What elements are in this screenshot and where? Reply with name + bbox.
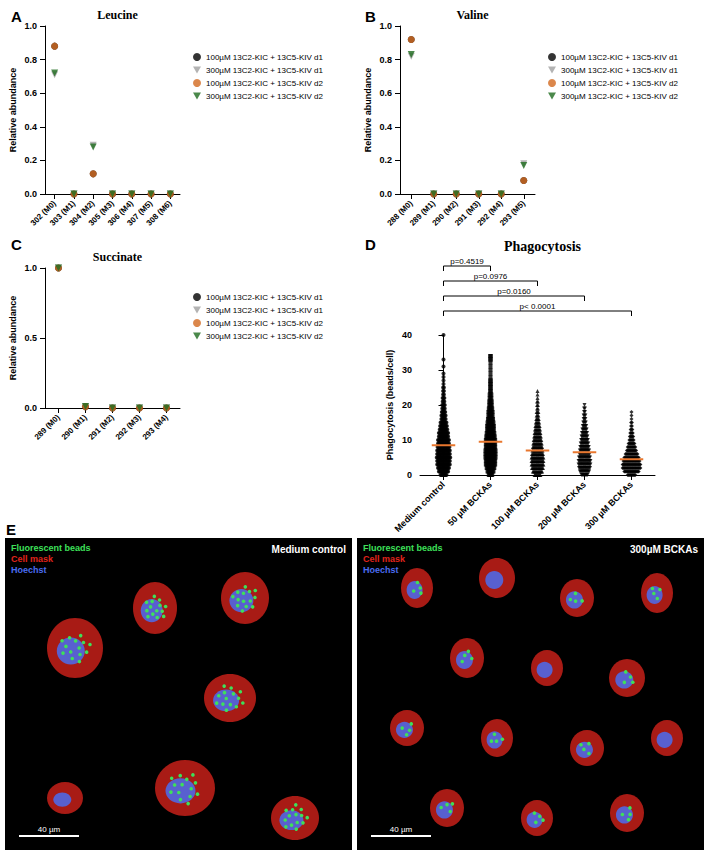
svg-text:40: 40 xyxy=(402,330,412,340)
svg-text:288 (M0): 288 (M0) xyxy=(385,198,415,228)
svg-text:300 µM BCKAs: 300 µM BCKAs xyxy=(583,479,635,531)
svg-text:0.0: 0.0 xyxy=(24,189,37,199)
svg-text:Cell mask: Cell mask xyxy=(11,554,54,564)
svg-text:300µM BCKAs: 300µM BCKAs xyxy=(630,544,698,555)
svg-text:200 µM BCKAs: 200 µM BCKAs xyxy=(536,479,588,531)
svg-text:50 µM BCKAs: 50 µM BCKAs xyxy=(446,479,495,528)
svg-text:300µM 13C2-KIC + 13C5-KIV d2: 300µM 13C2-KIC + 13C5-KIV d2 xyxy=(206,332,323,341)
svg-text:300µM 13C2-KIC + 13C5-KIV d2: 300µM 13C2-KIC + 13C5-KIV d2 xyxy=(206,92,323,101)
svg-text:A: A xyxy=(11,8,22,25)
svg-text:0.4: 0.4 xyxy=(379,122,392,132)
svg-text:Relative abundance: Relative abundance xyxy=(363,68,373,153)
svg-text:290 (M1): 290 (M1) xyxy=(60,413,89,442)
svg-text:E: E xyxy=(6,521,16,538)
svg-text:Medium control: Medium control xyxy=(393,479,447,533)
svg-text:Phagocytosis (beads/cell): Phagocytosis (beads/cell) xyxy=(385,350,395,461)
svg-text:10: 10 xyxy=(402,435,412,445)
svg-text:p=0.0976: p=0.0976 xyxy=(474,272,508,281)
svg-text:0.4: 0.4 xyxy=(24,122,37,132)
svg-text:0.5: 0.5 xyxy=(24,333,37,343)
svg-text:305 (M3): 305 (M3) xyxy=(86,198,116,228)
svg-text:C: C xyxy=(11,236,22,253)
svg-text:289 (M1): 289 (M1) xyxy=(408,198,437,228)
svg-text:302 (M0): 302 (M0) xyxy=(28,198,58,228)
svg-text:308 (M6): 308 (M6) xyxy=(145,199,174,228)
svg-text:100µM 13C2-KIC + 13C5-KIV d2: 100µM 13C2-KIC + 13C5-KIV d2 xyxy=(206,79,323,88)
svg-text:1.0: 1.0 xyxy=(24,21,37,31)
svg-text:20: 20 xyxy=(402,400,412,410)
svg-text:293 (M4): 293 (M4) xyxy=(141,413,170,442)
svg-text:300µM 13C2-KIC + 13C5-KIV d1: 300µM 13C2-KIC + 13C5-KIV d1 xyxy=(561,66,678,75)
svg-text:Leucine: Leucine xyxy=(97,8,138,22)
svg-text:B: B xyxy=(365,8,376,25)
svg-text:40 µm: 40 µm xyxy=(390,825,413,834)
svg-text:290 (M2): 290 (M2) xyxy=(430,198,460,228)
svg-text:1.0: 1.0 xyxy=(379,21,392,31)
svg-text:292 (M3): 292 (M3) xyxy=(114,413,143,442)
svg-text:0.0: 0.0 xyxy=(24,403,37,413)
svg-text:Hoechst: Hoechst xyxy=(363,565,399,575)
svg-text:300µM 13C2-KIC + 13C5-KIV d2: 300µM 13C2-KIC + 13C5-KIV d2 xyxy=(561,92,678,101)
svg-text:0.8: 0.8 xyxy=(24,55,37,65)
svg-text:100 µM BCKAs: 100 µM BCKAs xyxy=(489,479,541,531)
svg-text:Phagocytosis: Phagocytosis xyxy=(504,239,582,254)
svg-text:0.6: 0.6 xyxy=(379,88,392,98)
svg-text:0.8: 0.8 xyxy=(379,55,392,65)
svg-text:30: 30 xyxy=(402,365,412,375)
svg-text:292 (M4): 292 (M4) xyxy=(475,198,505,228)
svg-text:40 µm: 40 µm xyxy=(38,825,61,834)
svg-text:Hoechst: Hoechst xyxy=(11,565,47,575)
svg-text:Fluorescent beads: Fluorescent beads xyxy=(11,543,91,553)
svg-text:289 (M0): 289 (M0) xyxy=(33,413,62,442)
svg-text:306 (M4): 306 (M4) xyxy=(106,198,135,228)
svg-text:304 (M2): 304 (M2) xyxy=(67,198,97,228)
svg-text:Succinate: Succinate xyxy=(93,250,143,264)
svg-text:291 (M2): 291 (M2) xyxy=(87,413,116,442)
svg-text:Relative abundance: Relative abundance xyxy=(8,296,18,381)
svg-text:Medium control: Medium control xyxy=(272,544,347,555)
svg-text:100µM 13C2-KIC + 13C5-KIV d1: 100µM 13C2-KIC + 13C5-KIV d1 xyxy=(206,53,323,62)
svg-text:300µM 13C2-KIC + 13C5-KIV d1: 300µM 13C2-KIC + 13C5-KIV d1 xyxy=(206,306,323,315)
svg-text:0.2: 0.2 xyxy=(379,155,392,165)
svg-text:0.0: 0.0 xyxy=(379,189,392,199)
svg-text:100µM 13C2-KIC + 13C5-KIV d2: 100µM 13C2-KIC + 13C5-KIV d2 xyxy=(561,79,678,88)
svg-text:100µM 13C2-KIC + 13C5-KIV d1: 100µM 13C2-KIC + 13C5-KIV d1 xyxy=(561,53,678,62)
svg-text:307 (M5): 307 (M5) xyxy=(125,198,155,228)
svg-text:100µM 13C2-KIC + 13C5-KIV d2: 100µM 13C2-KIC + 13C5-KIV d2 xyxy=(206,319,323,328)
svg-text:0.6: 0.6 xyxy=(24,88,37,98)
svg-text:D: D xyxy=(365,236,376,253)
svg-text:293 (M5): 293 (M5) xyxy=(498,199,527,228)
svg-text:Cell mask: Cell mask xyxy=(363,554,406,564)
svg-text:0.2: 0.2 xyxy=(24,155,37,165)
svg-text:p< 0.0001: p< 0.0001 xyxy=(520,302,556,311)
svg-text:p=0.4519: p=0.4519 xyxy=(450,257,484,266)
svg-text:p=0.0160: p=0.0160 xyxy=(497,287,531,296)
svg-text:100µM 13C2-KIC + 13C5-KIV d1: 100µM 13C2-KIC + 13C5-KIV d1 xyxy=(206,293,323,302)
svg-text:0: 0 xyxy=(407,470,412,480)
svg-text:291 (M3): 291 (M3) xyxy=(453,198,482,228)
svg-text:Relative abundance: Relative abundance xyxy=(8,68,18,153)
svg-text:300µM 13C2-KIC + 13C5-KIV d1: 300µM 13C2-KIC + 13C5-KIV d1 xyxy=(206,66,323,75)
svg-text:303 (M1): 303 (M1) xyxy=(48,198,78,228)
svg-text:Fluorescent beads: Fluorescent beads xyxy=(363,543,443,553)
svg-text:1.0: 1.0 xyxy=(24,263,37,273)
svg-text:Valine: Valine xyxy=(456,8,489,22)
